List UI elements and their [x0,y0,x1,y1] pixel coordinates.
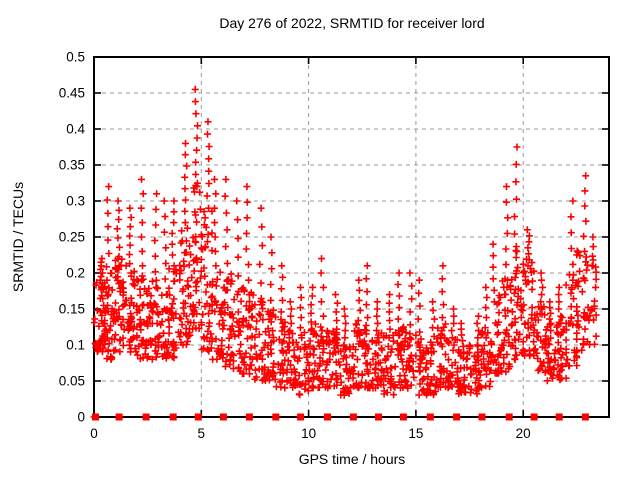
svg-text:0: 0 [77,410,85,425]
svg-text:0.2: 0.2 [66,266,85,281]
baseline-square-markers [92,413,589,421]
svg-text:0.05: 0.05 [59,374,85,389]
svg-text:10: 10 [301,426,316,441]
svg-text:0.25: 0.25 [59,230,85,245]
svg-text:0.35: 0.35 [59,158,85,173]
chart-title: Day 276 of 2022, SRMTID for receiver lor… [219,15,485,31]
svg-text:0.15: 0.15 [59,302,85,317]
svg-text:20: 20 [516,426,531,441]
svg-text:0: 0 [90,426,98,441]
gridlines [94,57,609,417]
svg-text:5: 5 [198,426,206,441]
svg-text:0.5: 0.5 [66,50,85,65]
svg-text:0.45: 0.45 [59,86,85,101]
svg-text:0.1: 0.1 [66,338,85,353]
tick-labels: 0 0.05 0.1 0.15 0.2 0.25 0.3 0.35 0.4 0.45 0.5 0 5 10… [59,50,531,442]
svg-text:15: 15 [408,426,423,441]
srmtid-scatter-points [90,85,600,421]
svg-text:0.4: 0.4 [66,122,85,137]
x-axis-label: GPS time / hours [298,451,406,467]
svg-text:0.3: 0.3 [66,194,85,209]
